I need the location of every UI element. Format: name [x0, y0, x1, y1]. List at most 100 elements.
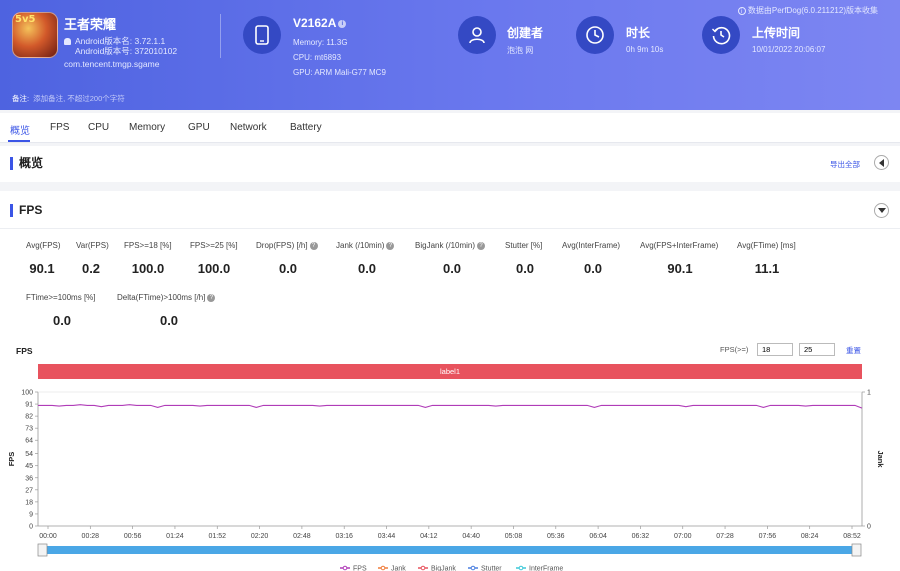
metric-value: 0.0: [583, 261, 603, 276]
metric-value: 90.1: [667, 261, 693, 276]
metric-value: 0.0: [515, 261, 535, 276]
info-circle-icon: i: [737, 6, 746, 15]
tab-memory[interactable]: Memory: [129, 122, 166, 133]
metric-value: 0.0: [442, 261, 462, 276]
app-version-code: Android版本号: 372010102: [75, 46, 178, 56]
legend-label: InterFrame: [529, 566, 563, 571]
help-icon[interactable]: ?: [386, 241, 395, 250]
fps-threshold-input-1[interactable]: [757, 343, 793, 356]
x-tick-label: 01:52: [208, 533, 226, 540]
metric-value: 0.2: [81, 261, 101, 276]
x-tick-label: 06:04: [589, 533, 607, 540]
x-tick-label: 08:24: [801, 533, 819, 540]
metric-label: FPS>=25 [%]: [190, 241, 238, 250]
metric-label: FTime>=100ms [%]: [26, 293, 96, 302]
metric-value: 0.0: [52, 313, 72, 328]
metric-value: 0.0: [278, 261, 298, 276]
y-tick-label: 91: [25, 402, 33, 409]
y-tick-label: 0: [29, 524, 33, 531]
x-tick-label: 06:32: [632, 533, 650, 540]
tab-overview[interactable]: 概览: [10, 126, 30, 137]
tab-gpu[interactable]: GPU: [188, 122, 210, 133]
legend-marker: [380, 565, 386, 571]
help-icon[interactable]: ?: [207, 293, 216, 302]
metric-label: Avg(FPS): [26, 241, 61, 250]
y-tick-label: 27: [25, 487, 33, 494]
device-cpu: CPU: mt6893: [293, 53, 342, 62]
clock-icon: [576, 16, 614, 54]
app-icon: 5v5: [12, 12, 58, 58]
app-package: com.tencent.tmgp.sgame: [64, 59, 160, 69]
app-version-name: Android版本名: 3.72.1.1: [64, 35, 165, 47]
fps-series-line: [38, 404, 863, 409]
slider-handle-right: [851, 543, 862, 557]
creator-value: 泡泡 网: [507, 46, 534, 55]
x-tick-label: 01:24: [166, 533, 184, 540]
slider-handle-left: [37, 543, 48, 557]
x-tick-label: 07:00: [674, 533, 692, 540]
fps-threshold-input-2[interactable]: [799, 343, 835, 356]
x-tick-label: 00:00: [39, 533, 57, 540]
tab-fps[interactable]: FPS: [50, 122, 70, 133]
fps-section: [0, 191, 900, 571]
help-icon[interactable]: ?: [309, 241, 318, 250]
phone-icon: [243, 16, 281, 54]
x-tick-label: 02:48: [293, 533, 311, 540]
x-tick-label: 03:16: [335, 533, 353, 540]
y-tick-label: 18: [25, 499, 33, 506]
y-tick-label: 82: [25, 414, 33, 421]
device-gpu: GPU: ARM Mali-G77 MC9: [293, 68, 386, 77]
remark-row[interactable]: 备注: 添加备注, 不超过200个字符: [12, 94, 125, 103]
legend-label: BigJank: [431, 566, 456, 571]
fps-filter-label: FPS(>=): [720, 345, 749, 354]
legend-marker: [518, 565, 524, 571]
x-tick-label: 07:28: [716, 533, 734, 540]
help-icon[interactable]: ?: [477, 241, 486, 250]
tab-bar: 概览 FPS CPU Memory GPU Network Battery: [0, 113, 900, 143]
y-tick-label: 100: [21, 390, 33, 397]
history-icon: [702, 16, 740, 54]
label-bar[interactable]: label1: [38, 364, 862, 379]
tab-cpu[interactable]: CPU: [88, 122, 110, 133]
info-icon[interactable]: i: [338, 19, 347, 28]
remark-input[interactable]: 添加备注, 不超过200个字符: [33, 94, 125, 103]
app-name: 王者荣耀: [64, 17, 117, 32]
android-icon: [64, 38, 71, 46]
tab-network[interactable]: Network: [230, 122, 267, 133]
chevron-down-icon: [877, 207, 886, 213]
reset-button[interactable]: 重置: [846, 346, 861, 355]
upload-title: 上传时间: [752, 26, 801, 40]
time-range-slider: [40, 546, 860, 554]
chart-title: FPS: [16, 346, 33, 356]
legend-label: Stutter: [481, 566, 502, 571]
y-axis-label: FPS: [7, 452, 16, 467]
x-tick-label: 04:12: [420, 533, 438, 540]
y-tick-label: 64: [25, 438, 33, 445]
legend-marker: [342, 565, 348, 571]
export-all-link[interactable]: 导出全部: [830, 160, 860, 169]
metric-label: Jank (/10min)?: [336, 241, 395, 250]
y-tick-label: 36: [25, 475, 33, 482]
tab-battery[interactable]: Battery: [290, 122, 322, 133]
metric-label: Var(FPS): [76, 241, 109, 250]
y-tick-label: 73: [25, 426, 33, 433]
active-tab-indicator: [8, 140, 30, 142]
y-tick-label: 54: [25, 451, 33, 458]
legend-marker: [470, 565, 476, 571]
metric-value: 100.0: [197, 261, 231, 276]
user-icon: [458, 16, 496, 54]
perfdog-note: i 数据由PerfDog(6.0.211212)版本收集: [736, 5, 878, 16]
x-tick-label: 04:40: [462, 533, 480, 540]
fps-line-chart[interactable]: 0 9 18 27 36 45 54 64 73 82 91 100 0 1 FPS Jank 00:00 00:…: [0, 380, 900, 571]
app-icon-tag: 5v5: [15, 14, 36, 25]
metric-label: BigJank (/10min)?: [415, 241, 486, 250]
collapse-overview-button[interactable]: [874, 155, 889, 170]
legend-label: Jank: [391, 566, 406, 571]
collapse-fps-button[interactable]: [874, 203, 889, 218]
y2-tick-label: 1: [867, 390, 871, 397]
metric-label: Drop(FPS) [/h]?: [256, 241, 318, 250]
chevron-left-icon: [878, 158, 884, 167]
legend-marker: [420, 565, 426, 571]
overview-title: 概览: [10, 157, 43, 170]
fps-section-title: FPS: [10, 204, 42, 217]
